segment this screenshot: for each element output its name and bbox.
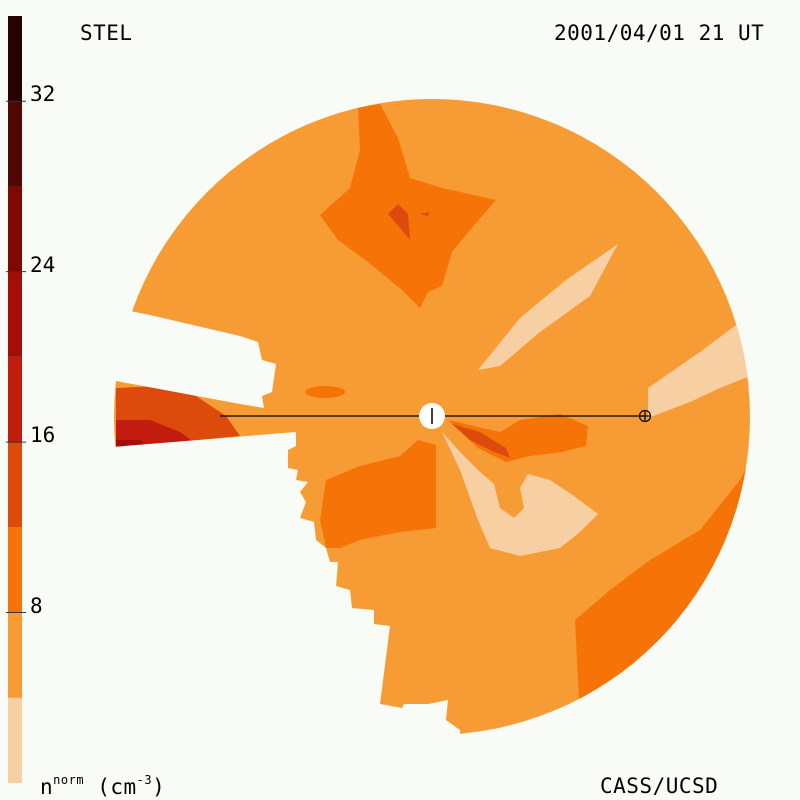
east-low-streak	[478, 244, 618, 370]
credit-label: CASS/UCSD	[600, 774, 719, 798]
colorbar-tick-label: 16	[30, 423, 56, 448]
earth-icon	[638, 409, 652, 423]
southeast-low-region	[442, 432, 598, 556]
north-peak-region	[388, 204, 410, 240]
colorbar-band	[8, 612, 22, 698]
colorbar-band	[8, 16, 22, 102]
nodata-wedge-west-upper	[100, 305, 276, 408]
colorbar-band	[8, 271, 22, 357]
timestamp-label: 2001/04/01 21 UT	[554, 21, 765, 45]
north-small-peak	[420, 212, 430, 216]
colorbar-tick-label: 24	[30, 252, 56, 277]
colorbar-band	[8, 442, 22, 528]
colorbar-band	[8, 186, 22, 272]
colorbar-tick-label: 32	[30, 82, 56, 107]
colorbar-tick-label: 8	[30, 593, 43, 618]
observatory-label: STEL	[80, 21, 133, 45]
colorbar-band	[8, 697, 22, 783]
colorbar-band	[8, 101, 22, 187]
east-near-sun-peak	[452, 424, 510, 458]
north-density-region	[320, 104, 496, 308]
colorbar-unit-label: nnorm (cm-3)	[40, 773, 166, 799]
colorbar-band	[8, 527, 22, 613]
east-limb-low-region	[648, 322, 750, 418]
south-center-region	[320, 440, 436, 548]
colorbar-band	[8, 356, 22, 443]
east-near-sun-region	[448, 414, 588, 462]
colorbar	[6, 16, 26, 783]
nodata-region-southwest	[100, 432, 460, 800]
west-small-blob	[305, 386, 345, 398]
